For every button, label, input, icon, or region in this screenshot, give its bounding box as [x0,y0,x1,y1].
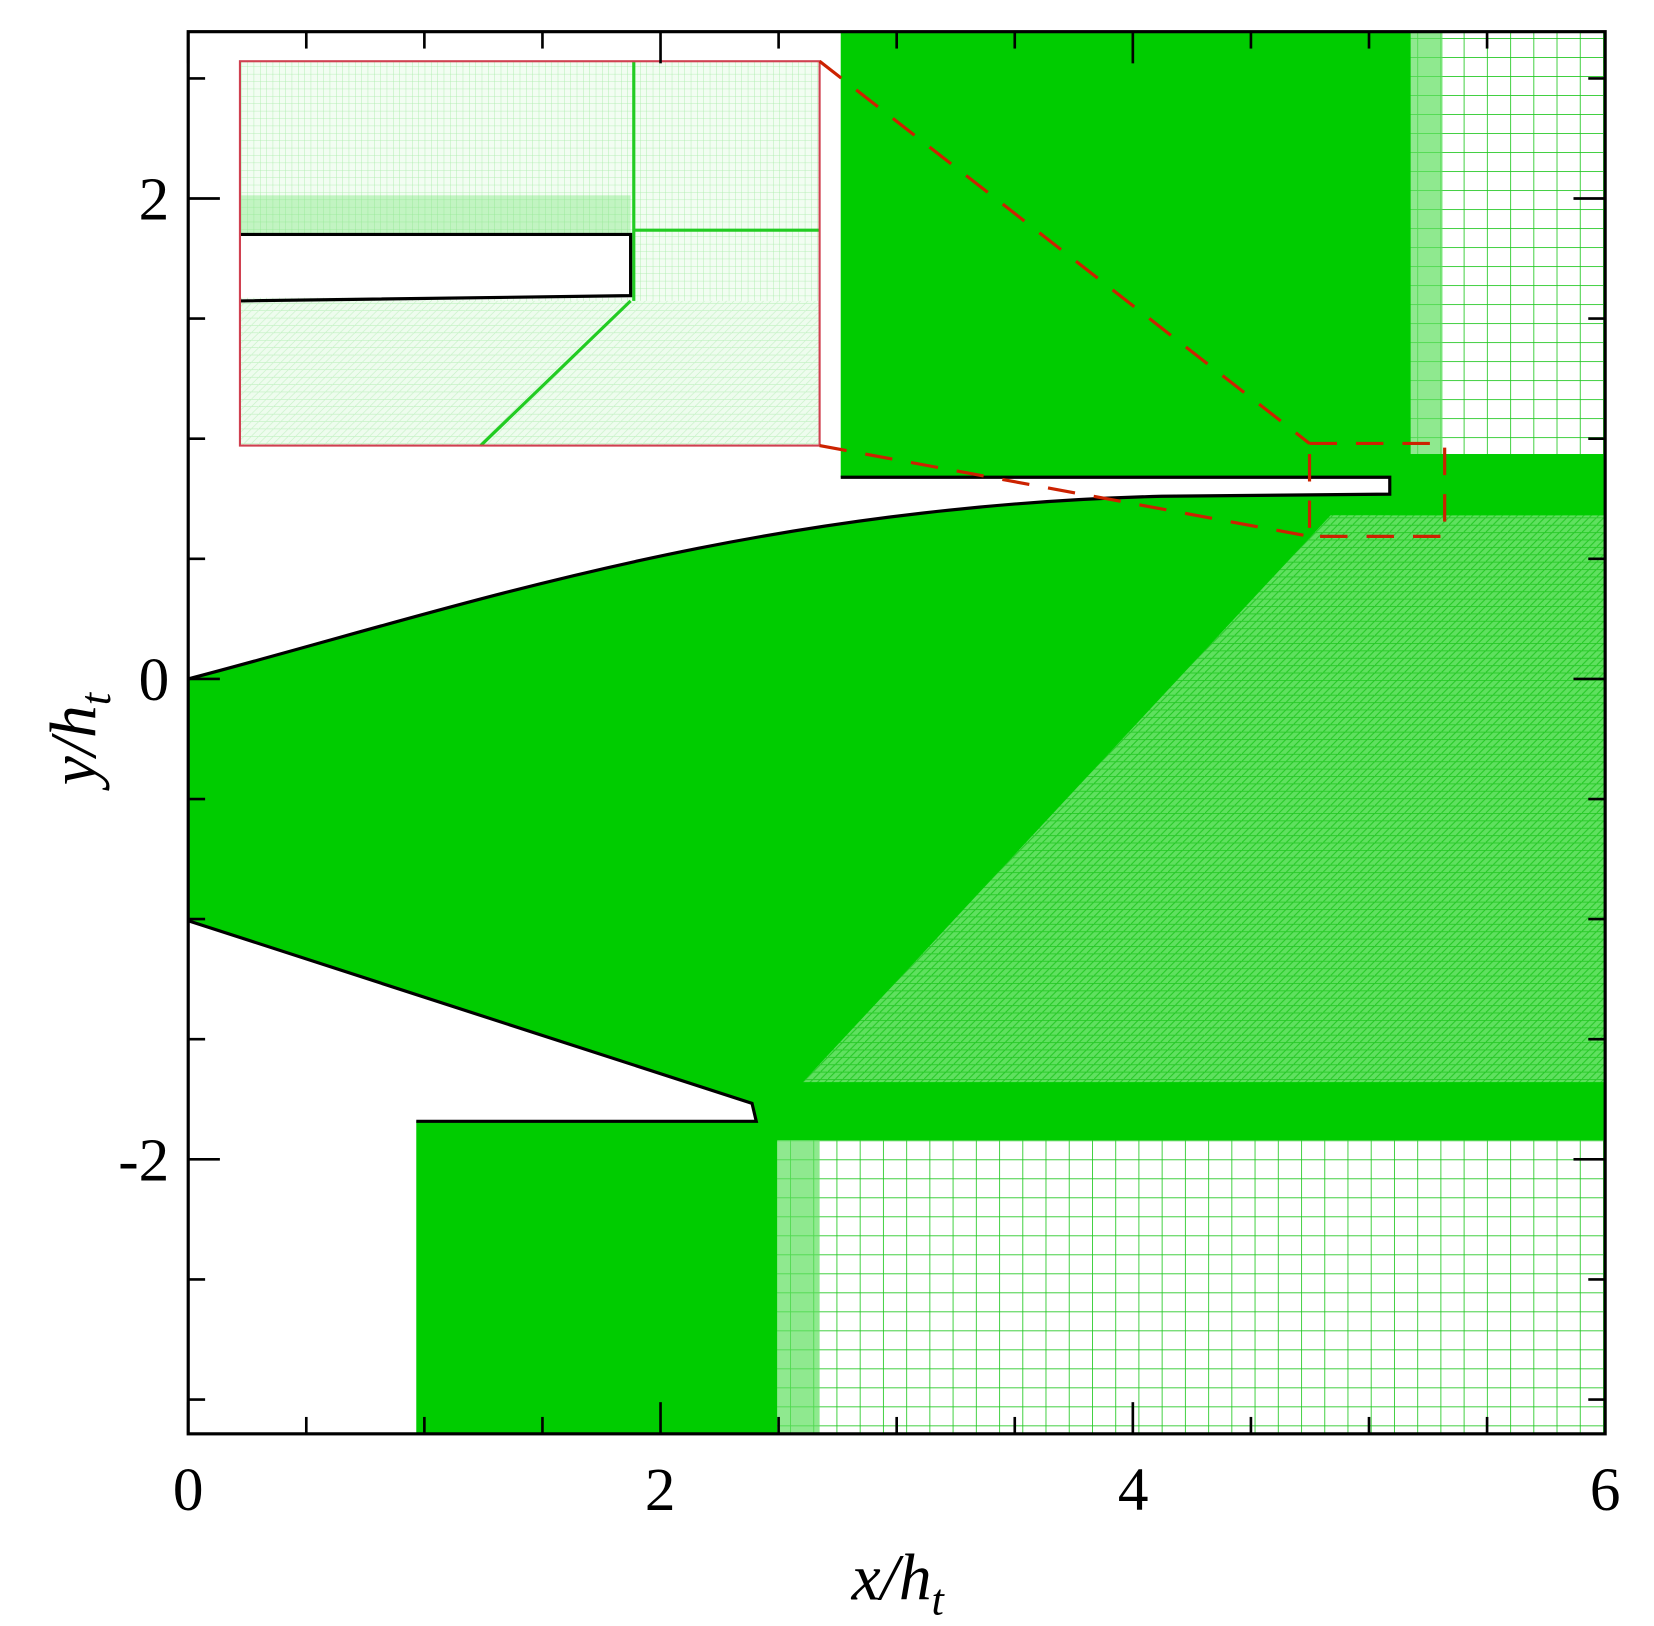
inset-plate-wall [239,232,633,303]
shear-layer-band-upper [1389,454,1606,516]
upper-nozzle-wall [187,475,1392,681]
nozzle-mesh [188,454,1606,1141]
zoom-indicator [818,59,1447,538]
x-axis-title-main: x/h [851,1543,932,1615]
x-axis-title: x/ht [851,1543,946,1625]
upper-coarse-mesh [1410,31,1606,455]
upper-transition-mesh [1410,31,1443,455]
y-axis-title: y/ht [38,691,120,791]
y-tick-label: 2 [139,166,170,234]
zoom-connector-bottom [819,444,1310,538]
y-axis-title-main: y/h [38,705,110,791]
x-tick-label: 0 [173,1456,204,1524]
upper-plate-gap [842,479,1388,497]
y-axis-title-subscript: t [70,691,120,705]
lower-dense-mesh [416,1121,778,1434]
lower-coarse-mesh [777,1140,1606,1434]
shear-layer-band-lower [756,1082,1606,1141]
x-tick-label: 6 [1590,1456,1621,1524]
y-tick-label: 0 [139,646,170,714]
inset-wall-clustering [239,195,631,235]
y-tick-label: -2 [118,1126,169,1194]
inset-grid-line-diagonal [479,299,632,447]
lower-nozzle-wall [187,919,759,1123]
zoom-connector-top [818,59,1311,445]
inset-zoom-view [238,60,821,447]
walls [187,475,1392,1123]
lower-transition-mesh [777,1140,820,1434]
inset-border [238,60,821,447]
x-tick-label: 4 [1118,1456,1149,1524]
lower-mesh-block [416,1121,1606,1434]
y-tick-labels: 2 0 -2 [118,166,169,1195]
axis-ticks [186,31,1607,1434]
x-tick-labels: 0 2 4 6 [173,1456,1621,1524]
x-tick-label: 2 [645,1456,676,1524]
inset-lower-left-mesh [239,300,631,446]
x-axis-title-subscript: t [932,1574,946,1624]
inset-lower-right-mesh [480,300,820,446]
plume-stretched-mesh [802,515,1606,1083]
zoom-region-box [1307,441,1447,538]
upper-dense-mesh [840,31,1411,478]
inset-splitter-plate [239,234,631,298]
upper-mesh-block [840,31,1606,478]
